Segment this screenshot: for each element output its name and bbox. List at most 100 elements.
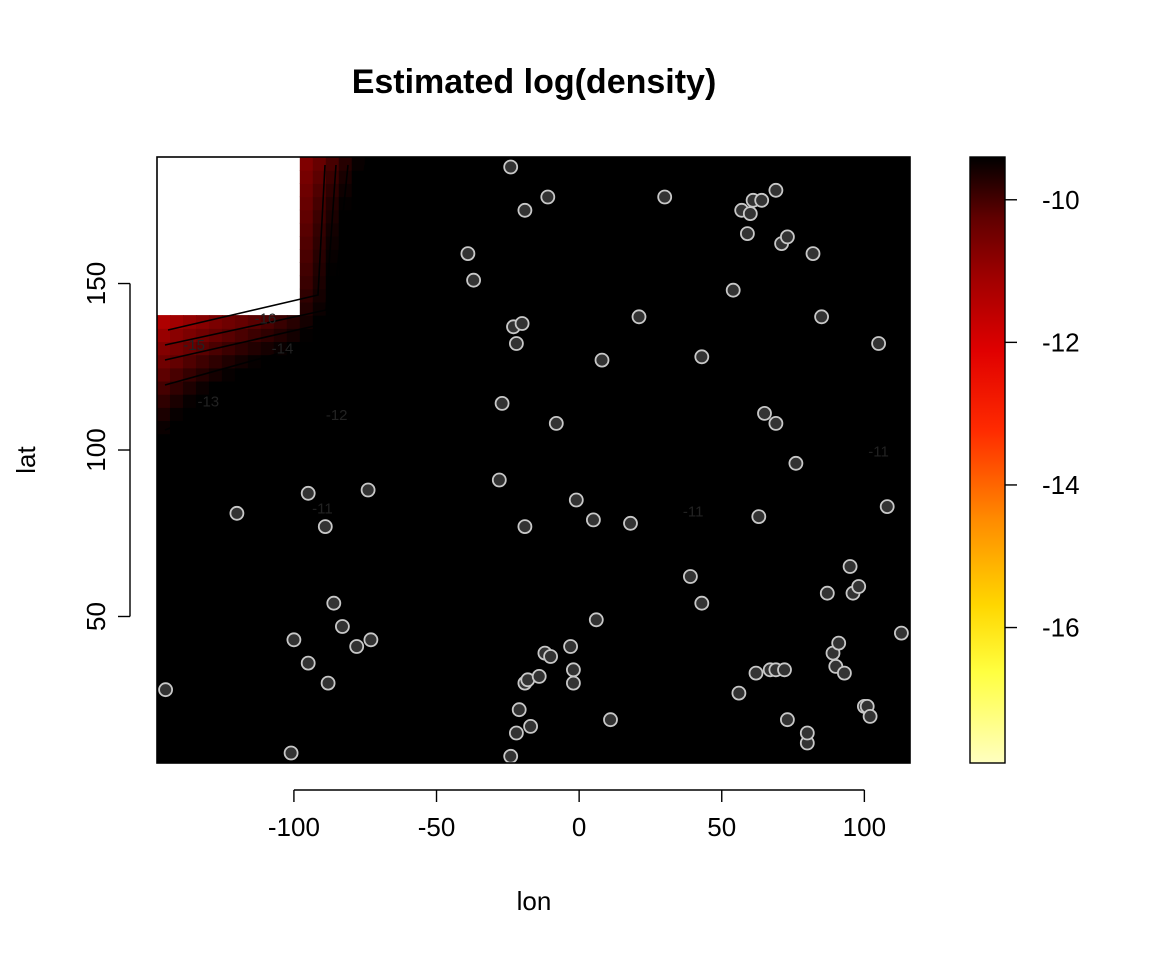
heatmap-cell — [858, 380, 872, 395]
heatmap-cell — [455, 433, 470, 448]
heatmap-cell — [169, 591, 184, 606]
heatmap-cell — [468, 631, 483, 646]
heatmap-cell — [442, 209, 457, 224]
heatmap-cell — [559, 565, 574, 580]
heatmap-cell — [403, 644, 418, 659]
heatmap-cell — [871, 683, 885, 698]
heatmap-cell — [585, 183, 600, 198]
heatmap-cell — [429, 275, 444, 290]
heatmap-cell — [416, 697, 431, 711]
heatmap-cell — [689, 157, 703, 171]
heatmap-cell — [884, 249, 898, 263]
heatmap-cell — [299, 697, 314, 711]
heatmap-cell — [286, 473, 301, 487]
heatmap-cell — [611, 657, 625, 672]
heatmap-cell — [247, 354, 262, 369]
heatmap-cell — [689, 644, 703, 659]
heatmap-cell — [572, 749, 587, 763]
heatmap-cell — [390, 657, 405, 672]
contour-label: -15 — [183, 337, 205, 354]
heatmap-cell — [624, 604, 638, 619]
heatmap-cell — [611, 604, 625, 619]
heatmap-cell — [806, 683, 820, 698]
heatmap-cell — [559, 525, 574, 540]
heatmap-cell — [637, 380, 651, 395]
observation-point — [503, 159, 519, 175]
heatmap-cell — [728, 697, 742, 711]
heatmap-cell — [468, 433, 483, 448]
heatmap-cell — [884, 644, 898, 659]
heatmap-cell — [325, 723, 340, 738]
heatmap-cell — [845, 328, 859, 343]
heatmap-cell — [741, 512, 755, 527]
heatmap-cell — [780, 354, 794, 369]
heatmap-cell — [637, 209, 651, 224]
heatmap-cell — [741, 591, 755, 606]
heatmap-cell — [403, 315, 418, 329]
heatmap-cell — [533, 591, 548, 606]
heatmap-cell — [741, 275, 755, 290]
heatmap-cell — [208, 578, 223, 593]
heatmap-cell — [221, 380, 236, 395]
heatmap-cell — [208, 380, 223, 395]
heatmap-cell — [273, 394, 288, 408]
heatmap-cell — [546, 262, 561, 277]
heatmap-cell — [195, 420, 210, 435]
heatmap-cell — [832, 407, 846, 422]
heatmap-cell — [416, 236, 431, 250]
heatmap-cell — [286, 710, 301, 725]
heatmap-cell — [676, 341, 690, 356]
heatmap-cell — [871, 315, 885, 329]
heatmap-cell — [416, 631, 431, 646]
heatmap-cell — [390, 486, 405, 501]
heatmap-cell — [871, 604, 885, 619]
heatmap-cell — [559, 209, 574, 224]
heatmap-cell — [871, 644, 885, 659]
heatmap-cell — [741, 486, 755, 501]
heatmap-cell — [702, 380, 716, 395]
heatmap-cell — [702, 170, 716, 184]
observation-point — [780, 229, 795, 245]
heatmap-cell — [494, 578, 509, 593]
heatmap-cell — [715, 275, 729, 290]
heatmap-cell — [260, 380, 275, 395]
heatmap-cell — [689, 486, 703, 501]
heatmap-cell — [364, 512, 379, 527]
heatmap-cell — [182, 670, 197, 685]
heatmap-cell — [494, 367, 509, 382]
observation-point — [837, 665, 852, 681]
heatmap-cell — [312, 354, 327, 369]
heatmap-cell — [221, 473, 236, 487]
heatmap-cell — [663, 604, 677, 619]
heatmap-cell — [858, 644, 872, 659]
heatmap-cell — [624, 723, 638, 738]
heatmap-cell — [754, 354, 768, 369]
observation-point — [540, 189, 556, 205]
heatmap-cell — [728, 539, 742, 553]
heatmap-cell — [884, 591, 898, 606]
heatmap-cell — [546, 486, 561, 501]
heatmap-cell — [507, 354, 522, 369]
heatmap-cell — [572, 473, 587, 487]
heatmap-cell — [533, 236, 548, 250]
heatmap-cell — [234, 683, 249, 698]
heatmap-cell — [351, 539, 366, 553]
heatmap-cell — [689, 657, 703, 672]
heatmap-cell — [520, 236, 535, 250]
heatmap-cell — [351, 328, 366, 343]
heatmap-cell — [689, 262, 703, 277]
heatmap-cell — [637, 328, 651, 343]
heatmap-cell — [429, 380, 444, 395]
heatmap-cell — [312, 749, 327, 763]
heatmap-cell — [793, 301, 807, 316]
heatmap-cell — [806, 499, 820, 514]
heatmap-cell — [195, 499, 210, 514]
heatmap-cell — [754, 341, 768, 356]
heatmap-cell — [871, 354, 885, 369]
heatmap-cell — [793, 525, 807, 540]
heatmap-cell — [546, 723, 561, 738]
heatmap-cell — [832, 170, 846, 184]
heatmap-cell — [637, 354, 651, 369]
heatmap-cell — [598, 275, 612, 290]
heatmap-cell — [364, 275, 379, 290]
